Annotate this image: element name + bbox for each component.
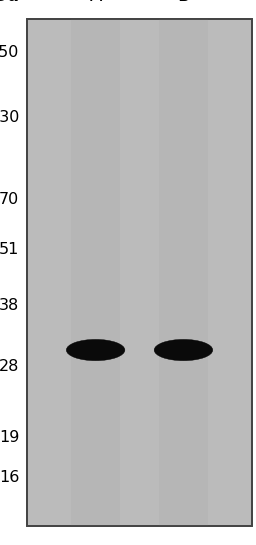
- Text: 51: 51: [0, 242, 19, 257]
- Ellipse shape: [66, 340, 125, 361]
- Bar: [71, 19, 120, 526]
- Text: 19: 19: [0, 429, 19, 445]
- Text: kDa: kDa: [0, 0, 19, 5]
- Text: 250: 250: [0, 45, 19, 59]
- Text: A: A: [89, 0, 102, 5]
- Text: 70: 70: [0, 191, 19, 207]
- Bar: [27, 19, 252, 526]
- Bar: [159, 19, 208, 526]
- Text: 28: 28: [0, 359, 19, 374]
- Text: B: B: [177, 0, 190, 5]
- Text: 16: 16: [0, 470, 19, 485]
- Text: 38: 38: [0, 298, 19, 313]
- Text: 130: 130: [0, 111, 19, 125]
- Ellipse shape: [154, 340, 213, 361]
- Bar: [27, 19, 252, 526]
